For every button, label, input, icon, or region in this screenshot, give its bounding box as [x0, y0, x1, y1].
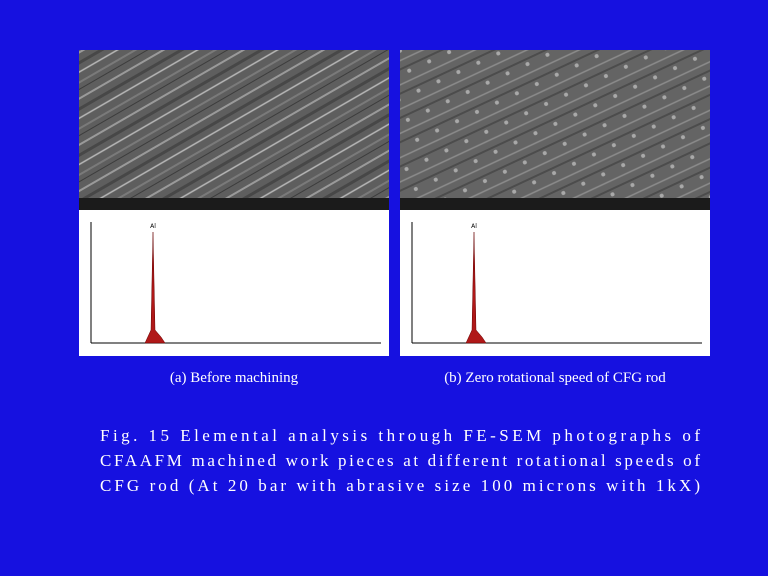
sem-info-bar: [79, 198, 389, 210]
figure-description: CFAAFM machined work pieces at different…: [100, 451, 700, 470]
sem-image: [400, 50, 710, 198]
sem-image: [79, 50, 389, 198]
spectrum-panel: [79, 210, 389, 356]
figure-description: CFG rod (At 20 bar with abrasive size 10…: [100, 476, 700, 495]
figure-caption: (b) Zero rotational speed of CFG rod: [444, 370, 666, 386]
figure-caption: (a) Before machining: [170, 370, 299, 386]
spectrum-panel: [400, 210, 710, 356]
peak-label: Al: [150, 223, 156, 230]
peak-label: Al: [471, 223, 477, 230]
page: Al (a) Before machining Al (b) Zero rotatio…: [0, 0, 768, 576]
sem-info-bar: [400, 198, 710, 210]
slide: Al (a) Before machining Al (b) Zero rotatio…: [0, 0, 768, 576]
figure-description: Fig. 15 Elemental analysis through FE-SE…: [100, 426, 700, 445]
